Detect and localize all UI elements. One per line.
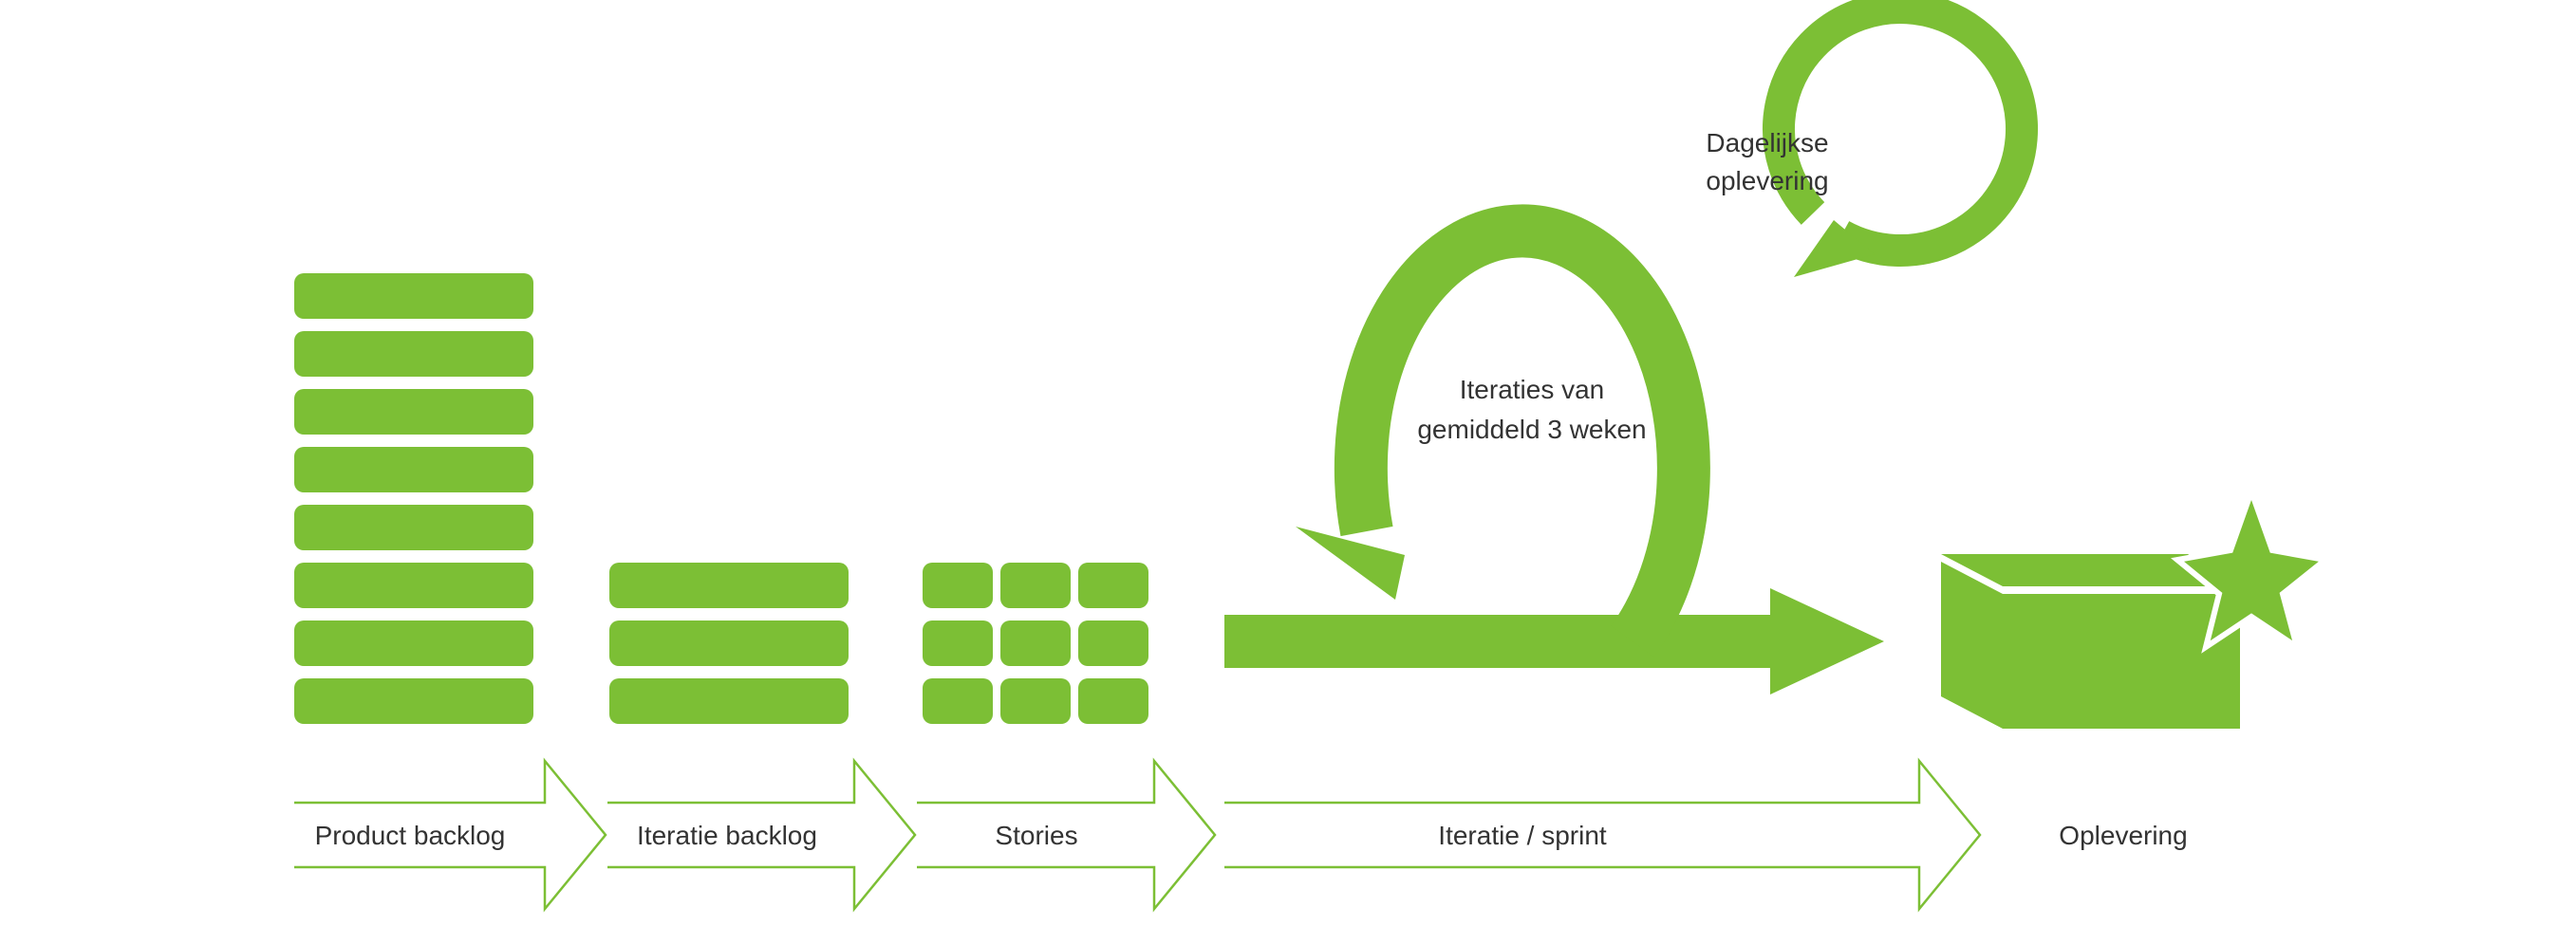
iteration-item bbox=[609, 563, 849, 608]
delivery-box-icon bbox=[1941, 483, 2333, 729]
stories-grid bbox=[923, 563, 1148, 724]
backlog-item bbox=[294, 678, 533, 724]
iteration-loop bbox=[1224, 204, 1884, 694]
box-side bbox=[1941, 562, 2003, 729]
stage-label-iteration-backlog: Iteratie backlog bbox=[637, 821, 817, 850]
backlog-item bbox=[294, 620, 533, 666]
story-card bbox=[1000, 563, 1071, 608]
story-card bbox=[1000, 678, 1071, 724]
small-loop-label-line1: Dagelijkse bbox=[1706, 128, 1828, 157]
stage-arrow bbox=[607, 757, 917, 913]
backlog-item bbox=[294, 389, 533, 435]
backlog-item bbox=[294, 563, 533, 608]
story-card bbox=[1078, 563, 1148, 608]
iteration-item bbox=[609, 620, 849, 666]
stage-arrow bbox=[917, 757, 1217, 913]
backlog-item bbox=[294, 273, 533, 319]
stage-label-stories: Stories bbox=[995, 821, 1077, 850]
stage-label-delivery: Oplevering bbox=[2059, 821, 2187, 850]
small-loop-label-line2: oplevering bbox=[1706, 166, 1828, 195]
daily-loop bbox=[1763, 0, 2038, 277]
small-loop-arrowhead bbox=[1794, 220, 1875, 277]
big-loop-arrowhead bbox=[1296, 527, 1405, 600]
iteration-backlog-stack bbox=[609, 563, 849, 724]
backlog-item bbox=[294, 505, 533, 550]
story-card bbox=[1078, 678, 1148, 724]
flow-bar bbox=[1224, 615, 1642, 668]
stage-arrow bbox=[1224, 757, 1982, 913]
big-loop-ring bbox=[1334, 204, 1710, 657]
big-loop-label-line2: gemiddeld 3 weken bbox=[1417, 415, 1646, 444]
story-card bbox=[1000, 620, 1071, 666]
backlog-item bbox=[294, 447, 533, 492]
stage-label-product-backlog: Product backlog bbox=[315, 821, 506, 850]
stage-arrows bbox=[294, 757, 1982, 913]
flow-arrowhead bbox=[1770, 588, 1884, 694]
backlog-item bbox=[294, 331, 533, 377]
box-top bbox=[1941, 554, 2240, 586]
product-backlog-stack bbox=[294, 273, 533, 724]
story-card bbox=[923, 563, 993, 608]
story-card bbox=[923, 678, 993, 724]
star-icon bbox=[2171, 483, 2333, 654]
story-card bbox=[923, 620, 993, 666]
stage-arrow bbox=[294, 757, 607, 913]
story-card bbox=[1078, 620, 1148, 666]
small-loop-ring bbox=[1763, 0, 2038, 268]
box-front bbox=[2003, 594, 2240, 729]
big-loop-label-line1: Iteraties van bbox=[1460, 375, 1605, 404]
iteration-item bbox=[609, 678, 849, 724]
stage-label-iteration-sprint: Iteratie / sprint bbox=[1438, 821, 1607, 850]
